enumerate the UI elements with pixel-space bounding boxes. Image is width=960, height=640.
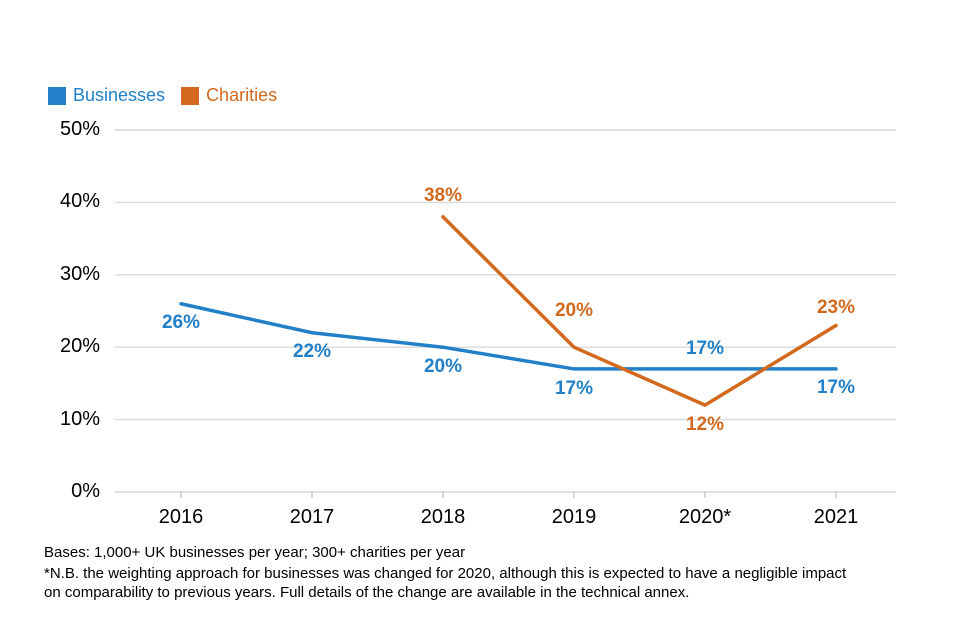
weighting-note-line2: on comparability to previous years. Full… bbox=[44, 584, 690, 601]
x-axis-label: 2020* bbox=[678, 506, 732, 528]
data-label-businesses-2019: 17% bbox=[554, 377, 594, 399]
y-axis-label: 30% bbox=[59, 262, 100, 285]
data-label-businesses-2017: 22% bbox=[292, 340, 332, 362]
legend-item-charities: Charities bbox=[181, 85, 277, 106]
x-axis-label: 2016 bbox=[158, 506, 204, 528]
y-axis-label: 50% bbox=[59, 118, 100, 140]
y-axis-label: 20% bbox=[59, 335, 100, 358]
data-label-businesses-2016: 26% bbox=[161, 311, 201, 333]
data-label-charities-2020: 12% bbox=[685, 414, 725, 436]
weighting-note-line1: *N.B. the weighting approach for busines… bbox=[44, 565, 847, 582]
y-axis-label: 10% bbox=[59, 407, 100, 430]
data-label-businesses-2020: 17% bbox=[685, 337, 725, 359]
y-axis-label: 0% bbox=[71, 480, 100, 502]
y-axis-label: 40% bbox=[59, 190, 100, 213]
legend: Businesses Charities bbox=[48, 85, 277, 106]
charities-swatch-icon bbox=[181, 86, 200, 105]
data-label-charities-2021: 23% bbox=[816, 297, 856, 319]
data-label-businesses-2018: 20% bbox=[423, 356, 463, 378]
bases-note: Bases: 1,000+ UK businesses per year; 30… bbox=[44, 544, 466, 561]
businesses-swatch-icon bbox=[48, 86, 66, 105]
legend-label-charities: Charities bbox=[206, 85, 278, 105]
legend-item-businesses: Businesses bbox=[48, 85, 165, 106]
data-label-charities-2018: 38% bbox=[423, 184, 463, 206]
x-axis-label: 2018 bbox=[420, 506, 466, 528]
data-label-charities-2019: 20% bbox=[554, 300, 594, 322]
data-label-businesses-2021: 17% bbox=[816, 376, 856, 398]
charities-line bbox=[441, 215, 838, 407]
legend-label-businesses: Businesses bbox=[73, 85, 166, 105]
x-axis-label: 2021 bbox=[813, 506, 859, 528]
x-axis-label: 2017 bbox=[289, 506, 335, 528]
chart-footnotes: Bases: 1,000+ UK businesses per year; 30… bbox=[44, 544, 949, 602]
x-axis-label: 2019 bbox=[551, 506, 597, 528]
